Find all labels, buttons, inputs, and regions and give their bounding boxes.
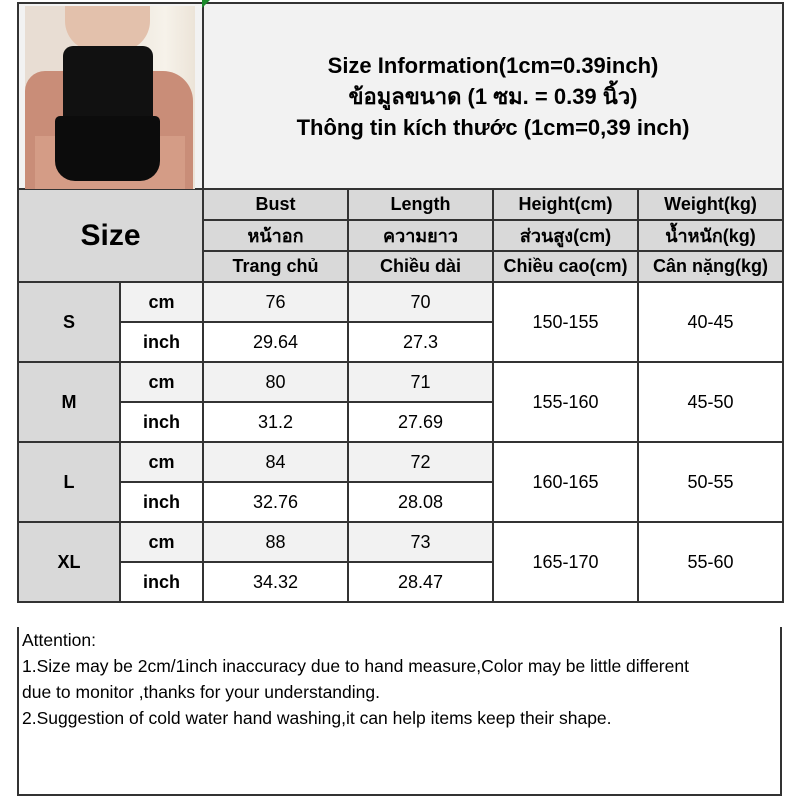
- length-inch: 27.3: [347, 321, 494, 363]
- size-header: Size: [17, 188, 204, 283]
- bust-inch: 32.76: [202, 481, 349, 523]
- table-row-cm: S cm 76 70 150-155 40-45: [17, 281, 784, 363]
- weight-range: 55-60: [637, 521, 784, 603]
- attention-note-1: 1.Size may be 2cm/1inch inaccuracy due t…: [22, 656, 689, 676]
- weight-range: 40-45: [637, 281, 784, 363]
- size-info-title: Size Information(1cm=0.39inch) ข้อมูลขนา…: [202, 2, 784, 190]
- length-cm: 73: [347, 521, 494, 563]
- height-range: 165-170: [492, 521, 639, 603]
- title-english: Size Information(1cm=0.39inch): [327, 52, 659, 78]
- length-cm: 70: [347, 281, 494, 323]
- attention-note-2: 2.Suggestion of cold water hand washing,…: [22, 708, 612, 728]
- attention-notes: Attention: 1.Size may be 2cm/1inch inacc…: [17, 627, 782, 796]
- height-range: 155-160: [492, 361, 639, 443]
- title-thai: ข้อมูลขนาด (1 ซม. = 0.39 นิ้ว): [348, 83, 638, 109]
- height-range: 150-155: [492, 281, 639, 363]
- product-photo-cell: [17, 2, 204, 190]
- header-height-vi: Chiều cao(cm): [492, 250, 639, 283]
- unit-inch: inch: [119, 321, 204, 363]
- length-cm: 72: [347, 441, 494, 483]
- bust-cm: 84: [202, 441, 349, 483]
- unit-cm: cm: [119, 361, 204, 403]
- size-chart-table: Size Information(1cm=0.39inch) ข้อมูลขนา…: [17, 2, 784, 603]
- unit-cm: cm: [119, 521, 204, 563]
- unit-inch: inch: [119, 481, 204, 523]
- attention-note-1-cont: due to monitor ,thanks for your understa…: [22, 682, 380, 702]
- header-bust-vi: Trang chủ: [202, 250, 349, 283]
- header-weight-th: น้ำหนัก(kg): [637, 219, 784, 252]
- bust-inch: 31.2: [202, 401, 349, 443]
- table-row-cm: XL cm 88 73 165-170 55-60: [17, 521, 784, 603]
- title-vietnamese: Thông tin kích thước (1cm=0,39 inch): [296, 114, 690, 140]
- weight-range: 50-55: [637, 441, 784, 523]
- header-bust-en: Bust: [202, 188, 349, 221]
- weight-range: 45-50: [637, 361, 784, 443]
- header-length-en: Length: [347, 188, 494, 221]
- header-weight-vi: Cân nặng(kg): [637, 250, 784, 283]
- size-label: XL: [17, 521, 121, 603]
- attention-heading: Attention:: [22, 630, 96, 650]
- table-row-cm: L cm 84 72 160-165 50-55: [17, 441, 784, 523]
- header-length-th: ความยาว: [347, 219, 494, 252]
- length-inch: 27.69: [347, 401, 494, 443]
- header-length-vi: Chiều dài: [347, 250, 494, 283]
- table-row-cm: M cm 80 71 155-160 45-50: [17, 361, 784, 443]
- size-label: S: [17, 281, 121, 363]
- header-height-th: ส่วนสูง(cm): [492, 219, 639, 252]
- length-cm: 71: [347, 361, 494, 403]
- unit-inch: inch: [119, 561, 204, 603]
- unit-cm: cm: [119, 281, 204, 323]
- unit-inch: inch: [119, 401, 204, 443]
- header-height-en: Height(cm): [492, 188, 639, 221]
- header-bust-th: หน้าอก: [202, 219, 349, 252]
- bust-cm: 76: [202, 281, 349, 323]
- length-inch: 28.08: [347, 481, 494, 523]
- bust-cm: 80: [202, 361, 349, 403]
- header-weight-en: Weight(kg): [637, 188, 784, 221]
- height-range: 160-165: [492, 441, 639, 523]
- size-label: L: [17, 441, 121, 523]
- unit-cm: cm: [119, 441, 204, 483]
- product-photo: [25, 6, 195, 189]
- length-inch: 28.47: [347, 561, 494, 603]
- bust-inch: 34.32: [202, 561, 349, 603]
- bust-inch: 29.64: [202, 321, 349, 363]
- bust-cm: 88: [202, 521, 349, 563]
- size-label: M: [17, 361, 121, 443]
- cell-marker: [202, 0, 210, 8]
